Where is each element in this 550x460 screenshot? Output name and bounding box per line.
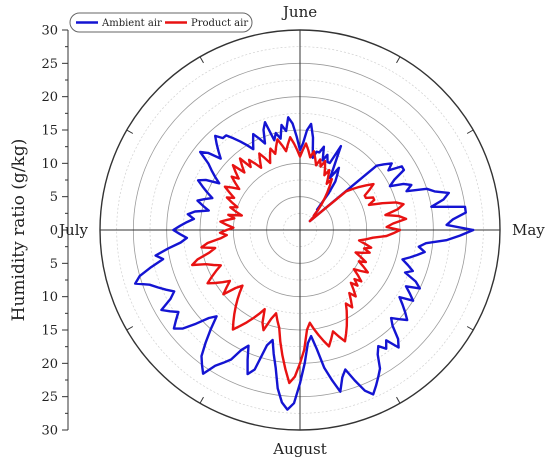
series-line-ambient-air	[134, 116, 475, 411]
y-tick-label: 15	[41, 324, 58, 339]
month-label-august: August	[272, 440, 326, 458]
y-axis-title: Humidity ratio (g/kg)	[9, 139, 29, 322]
angular-tick	[396, 396, 401, 404]
y-tick-label: 0	[50, 224, 58, 239]
month-label-may: May	[512, 221, 545, 239]
angular-tick	[466, 129, 474, 134]
series-group	[134, 116, 475, 411]
angular-tick	[199, 396, 204, 404]
legend: Ambient air Product air	[69, 12, 253, 33]
angular-tick	[199, 56, 204, 64]
y-tick-label: 5	[50, 257, 58, 272]
angular-tick	[466, 326, 474, 331]
y-tick-label: 10	[41, 157, 58, 172]
month-label-june: June	[281, 3, 317, 21]
angular-tick	[396, 56, 401, 64]
y-tick-label: 15	[41, 124, 58, 139]
legend-label-ambient: Ambient air	[101, 18, 162, 29]
angular-tick	[126, 326, 134, 331]
humidity-axis: 30 25 20 15 10 5 0 5 10 15 20 25 30	[41, 24, 69, 439]
y-tick-label: 30	[41, 424, 58, 439]
polar-grid	[99, 29, 501, 431]
legend-label-product: Product air	[191, 18, 248, 29]
y-tick-label: 25	[41, 57, 58, 72]
y-tick-label: 30	[41, 24, 58, 39]
y-tick-label: 20	[41, 90, 58, 105]
y-tick-label: 10	[41, 290, 58, 305]
y-tick-label: 20	[41, 357, 58, 372]
month-labels: May June July August	[57, 3, 545, 458]
legend-frame	[69, 12, 253, 33]
angular-tick	[126, 129, 134, 134]
series-line-product-air	[191, 136, 408, 385]
y-tick-label: 5	[50, 190, 58, 205]
y-tick-label: 25	[41, 390, 58, 405]
month-label-july: July	[57, 221, 88, 239]
